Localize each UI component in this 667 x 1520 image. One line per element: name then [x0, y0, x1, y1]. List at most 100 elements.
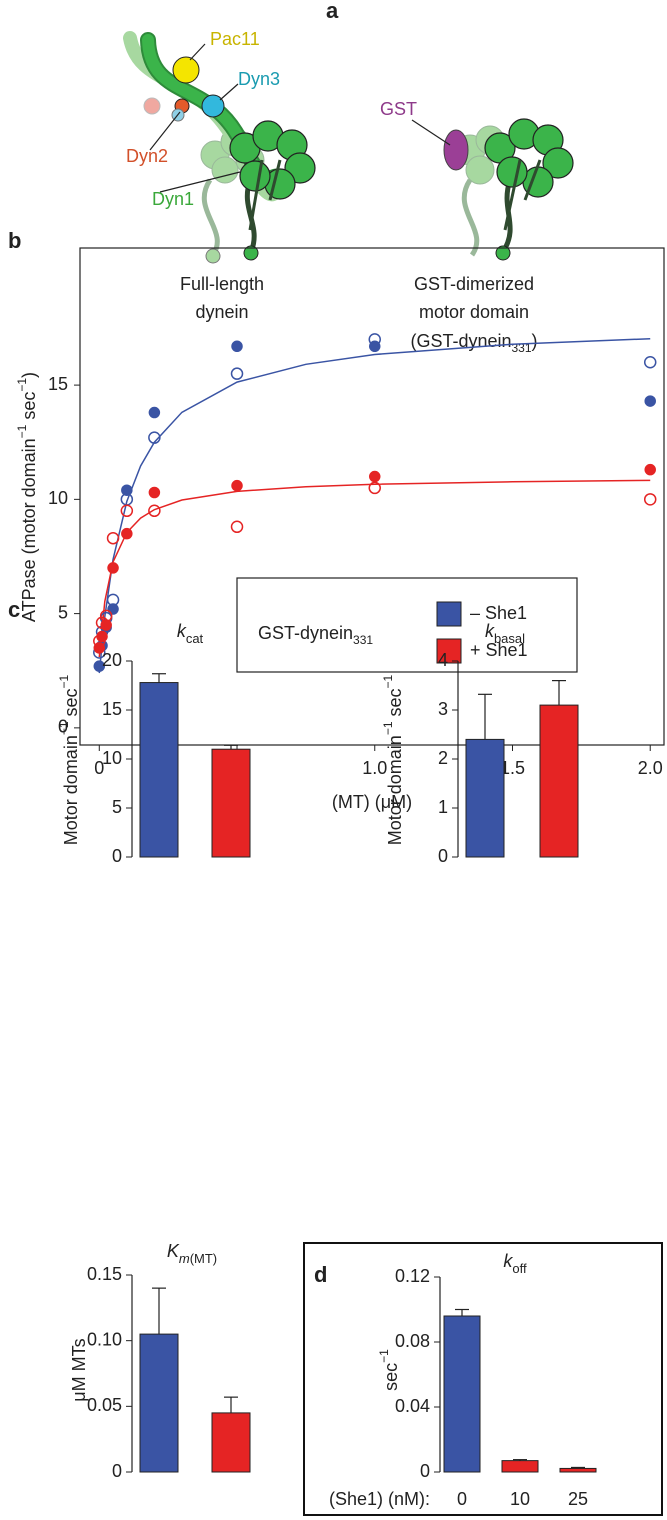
y-tick-label: 20 — [102, 650, 122, 670]
y-tick-label: 0.12 — [395, 1266, 430, 1286]
legend-swatch — [436, 601, 462, 627]
data-point — [368, 333, 382, 346]
legend-title: GST-dynein331 — [258, 623, 373, 647]
y-tick-label: 15 — [102, 699, 122, 719]
y-tick-label: 0.10 — [87, 1329, 122, 1349]
text-part: k — [503, 1251, 513, 1271]
text-part: −1 — [15, 378, 29, 392]
diagram-caption: dynein — [195, 302, 248, 322]
text-part: GST-dynein — [258, 623, 353, 643]
diagram-label: Dyn2 — [126, 146, 168, 166]
data-point — [148, 504, 161, 518]
bar — [465, 738, 505, 858]
text-part: K — [167, 1241, 180, 1261]
data-point — [231, 479, 243, 492]
diagram-caption: Full-length — [180, 274, 264, 294]
y-axis-label: sec−1 — [377, 1349, 401, 1391]
y-axis-label: Motor domain−1 sec−1 — [57, 674, 81, 845]
data-point — [121, 484, 133, 496]
x-tick-label: 10 — [510, 1489, 530, 1509]
y-tick-label: 2 — [438, 748, 448, 768]
bar — [211, 748, 251, 858]
text-part: sec — [61, 688, 81, 721]
data-point — [106, 593, 120, 607]
text-part: ) — [19, 372, 39, 378]
y-tick-label: 0.15 — [87, 1264, 122, 1284]
panel-label: c — [8, 597, 20, 622]
text-part: off — [512, 1261, 527, 1276]
y-tick-label: 0 — [438, 846, 448, 866]
diagram-caption: (GST-dynein331) — [410, 331, 537, 355]
data-point — [106, 531, 120, 545]
y-tick-label: 0.04 — [395, 1396, 430, 1416]
text-part: 331 — [353, 633, 373, 647]
data-point — [231, 340, 243, 353]
data-point — [120, 504, 134, 518]
text-part: basal — [494, 631, 525, 646]
panel-d-box — [303, 1242, 663, 1516]
y-tick-label: 0 — [58, 717, 68, 737]
data-point — [93, 634, 106, 648]
y-axis-label: μM MTs — [69, 1338, 89, 1401]
chart-title: kcat — [177, 621, 204, 646]
chart-title: kbasal — [485, 621, 525, 646]
bar — [443, 1315, 481, 1473]
panel-label: d — [314, 1262, 327, 1287]
data-point — [644, 463, 656, 476]
x-tick-label: 25 — [568, 1489, 588, 1509]
text-part: sec — [19, 392, 39, 425]
text-part: cat — [186, 631, 204, 646]
y-tick-label: 1 — [438, 797, 448, 817]
legend-entry: – She1 — [470, 603, 527, 623]
panel-label: b — [8, 228, 21, 253]
data-point — [644, 395, 656, 407]
bar — [559, 1467, 597, 1473]
data-point — [99, 609, 113, 623]
text-part: −1 — [381, 674, 395, 688]
panel-label: a — [326, 0, 339, 23]
text-part: sec — [381, 1363, 401, 1391]
y-tick-label: 5 — [58, 602, 68, 622]
bar — [501, 1460, 539, 1473]
data-point — [230, 367, 244, 380]
y-tick-label: 15 — [48, 374, 68, 394]
x-tick-label: 0 — [457, 1489, 467, 1509]
gst-dynein-illustration — [411, 118, 574, 261]
legend-entry: + She1 — [470, 640, 528, 660]
chart-title: Km(MT) — [167, 1241, 217, 1266]
text-part: m — [179, 1251, 190, 1266]
y-tick-label: 0.08 — [395, 1331, 430, 1351]
diagram-label: Dyn1 — [152, 189, 194, 209]
text-part: Motor domain — [385, 735, 405, 845]
y-tick-label: 5 — [112, 797, 122, 817]
y-tick-label: 10 — [102, 748, 122, 768]
y-tick-label: 0.05 — [87, 1395, 122, 1415]
y-axis-label: Motor domain−1 sec−1 — [381, 674, 405, 845]
x-tick-label: 1.5 — [500, 758, 525, 778]
chart-title: koff — [503, 1251, 527, 1276]
data-point — [148, 486, 161, 499]
x-axis-label: (MT) (μM) — [332, 792, 412, 812]
data-point — [148, 406, 161, 419]
text-part: Motor domain — [61, 735, 81, 845]
text-part: sec — [385, 688, 405, 721]
x-tick-label: 2.0 — [638, 758, 663, 778]
plot-frame — [79, 247, 665, 746]
data-point — [643, 356, 657, 369]
diagram-label: GST — [380, 99, 417, 119]
text-part: (MT) — [190, 1251, 217, 1266]
y-tick-label: 0 — [420, 1461, 430, 1481]
y-tick-label: 0 — [112, 1461, 122, 1481]
diagram-label: Dyn3 — [238, 69, 280, 89]
y-tick-label: 0 — [112, 846, 122, 866]
bar — [211, 1412, 251, 1473]
legend-box — [236, 577, 578, 673]
text-part: −1 — [381, 721, 395, 735]
x-tick-label: 1.0 — [362, 758, 387, 778]
bar — [139, 1333, 179, 1473]
caption-part: ) — [532, 331, 538, 351]
data-point — [230, 520, 244, 534]
text-part: −1 — [57, 721, 71, 735]
legend-swatch — [436, 638, 462, 664]
y-tick-label: 3 — [438, 699, 448, 719]
